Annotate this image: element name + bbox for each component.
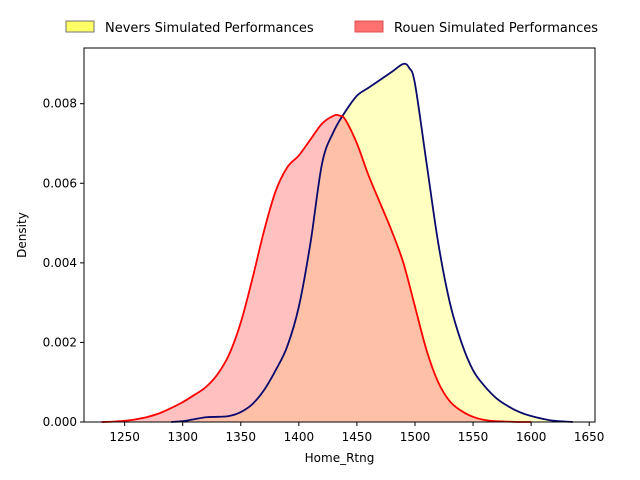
x-tick-label: 1500 [400, 430, 431, 444]
x-axis: 1250 1300 1350 1400 1450 1500 1550 1600 1650 [109, 422, 604, 444]
density-fills [101, 63, 573, 423]
x-tick-label: 1650 [574, 430, 605, 444]
y-tick-label: 0.002 [43, 335, 77, 349]
legend-label-nevers: Nevers Simulated Performances [105, 21, 314, 36]
y-tick-label: 0.006 [43, 176, 77, 190]
density-area-rouen [101, 114, 532, 423]
y-tick-label: 0.008 [43, 97, 77, 111]
x-tick-label: 1350 [226, 430, 257, 444]
y-axis: 0.000 0.002 0.004 0.006 0.008 [43, 97, 84, 429]
plot-area [101, 62, 573, 423]
y-tick-label: 0.000 [43, 415, 77, 429]
x-tick-label: 1600 [516, 430, 547, 444]
plot-frame [83, 47, 596, 423]
x-tick-label: 1300 [167, 430, 198, 444]
x-tick-label: 1250 [109, 430, 140, 444]
density-line-rouen [101, 113, 532, 423]
y-axis-label: Density [15, 212, 29, 258]
density-lines [101, 62, 573, 423]
legend-swatch-nevers [65, 20, 95, 33]
density-line-nevers [171, 62, 573, 423]
y-tick-label: 0.004 [43, 256, 77, 270]
x-tick-label: 1450 [342, 430, 373, 444]
x-axis-label: Home_Rtng [305, 451, 375, 465]
legend-label-rouen: Rouen Simulated Performances [394, 21, 598, 36]
x-tick-label: 1400 [284, 430, 315, 444]
legend: Nevers Simulated Performances Rouen Simu… [65, 20, 598, 36]
x-tick-label: 1550 [458, 430, 489, 444]
legend-swatch-rouen [354, 20, 384, 33]
